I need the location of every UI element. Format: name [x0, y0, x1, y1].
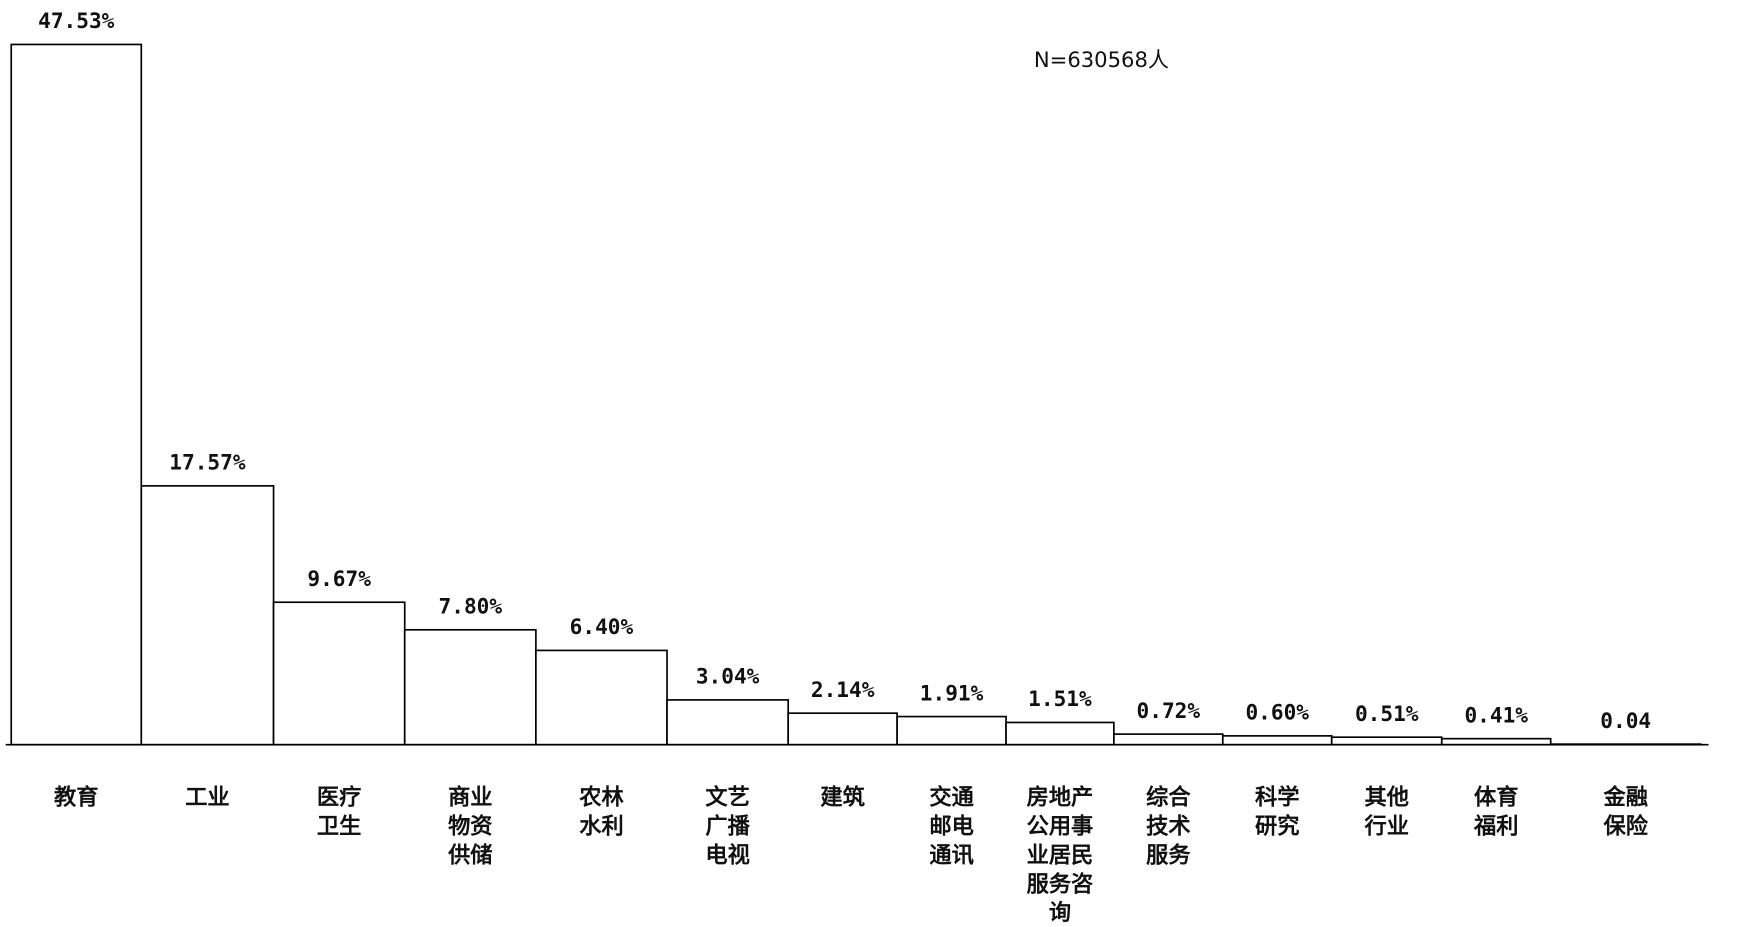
x-tick-label: 水利 — [579, 813, 623, 839]
bar — [403, 628, 537, 746]
x-tick-label: 技术 — [1146, 813, 1191, 839]
annotation: N=630568人 — [1034, 47, 1169, 72]
x-tick-label: 研究 — [1255, 812, 1299, 839]
x-tick-label: 保险 — [1602, 812, 1648, 839]
x-tick-label: 公用事 — [1027, 813, 1094, 839]
bar — [1221, 735, 1333, 746]
bar — [1005, 721, 1115, 746]
value-label: 9.67% — [307, 566, 371, 591]
value-label: 47.53% — [38, 8, 115, 33]
x-tick-label: 综合 — [1146, 784, 1191, 811]
bar — [1440, 737, 1552, 746]
bar — [1330, 736, 1443, 746]
value-label: 0.04 — [1600, 708, 1651, 733]
value-label: 0.72% — [1137, 698, 1201, 723]
bar — [140, 485, 275, 746]
x-tick-label: 教育 — [54, 784, 98, 811]
x-tick-label: 体育 — [1474, 784, 1518, 811]
x-tick-label: 广播 — [705, 812, 750, 839]
value-label: 17.57% — [169, 450, 246, 475]
x-tick-label: 服务 — [1146, 842, 1191, 868]
x-tick-label: 供储 — [447, 841, 492, 868]
x-tick-label: 建筑 — [820, 784, 865, 811]
x-tick-label: 通讯 — [929, 842, 973, 868]
bar — [666, 699, 790, 746]
x-tick-label: 金融 — [1602, 784, 1647, 811]
bar — [535, 649, 668, 746]
x-tick-label: 房地产 — [1027, 784, 1094, 811]
x-tick-label: 业居民 — [1027, 842, 1094, 868]
value-label: 3.04% — [696, 664, 760, 689]
x-tick-label: 交通 — [929, 784, 974, 811]
x-tick-label: 医疗 — [317, 784, 361, 811]
value-label: 0.51% — [1355, 701, 1419, 726]
value-label: 1.51% — [1028, 686, 1092, 711]
bar — [1113, 733, 1224, 746]
x-tick-label: 邮电 — [929, 813, 973, 839]
bar — [787, 712, 898, 746]
x-tick-label: 商业 — [448, 784, 492, 811]
x-tick-label: 卫生 — [317, 813, 361, 839]
x-tick-label: 行业 — [1364, 812, 1409, 839]
bar — [272, 601, 406, 746]
value-label: 6.40% — [570, 614, 634, 639]
x-tick-label: 询 — [1049, 899, 1071, 926]
value-label: 0.60% — [1245, 700, 1309, 725]
value-label: 2.14% — [811, 677, 875, 702]
value-label: 0.41% — [1464, 702, 1528, 727]
bar — [896, 715, 1007, 746]
x-tick-label: 科学 — [1255, 784, 1299, 811]
bar — [10, 43, 143, 746]
value-label: 1.91% — [920, 680, 984, 705]
x-tick-label: 福利 — [1473, 813, 1518, 839]
x-tick-label: 物资 — [448, 812, 492, 839]
x-tick-label: 电视 — [705, 841, 749, 868]
x-tick-label: 文艺 — [705, 784, 749, 811]
x-tick-label: 农林 — [578, 784, 624, 811]
value-label: 7.80% — [439, 594, 503, 619]
x-tick-label: 服务咨 — [1027, 870, 1094, 897]
x-tick-label: 工业 — [185, 785, 229, 811]
x-tick-label: 其他 — [1365, 785, 1409, 811]
